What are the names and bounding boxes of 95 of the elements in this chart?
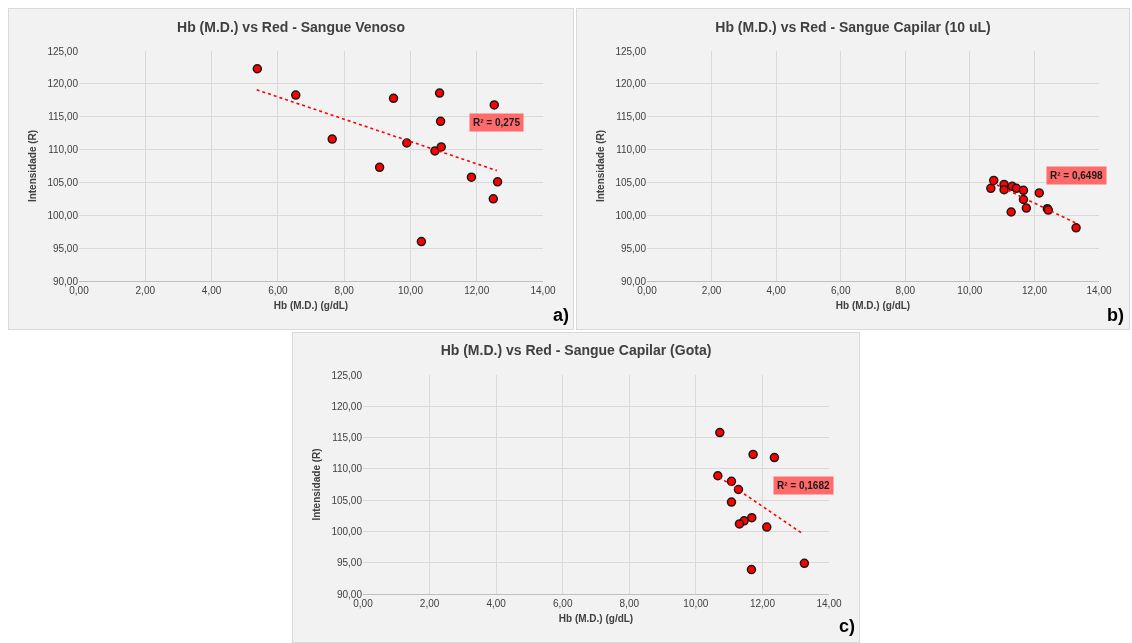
y-tick-label: 110,00 bbox=[332, 463, 363, 475]
annotation: R² = 0,275 bbox=[473, 117, 521, 128]
x-tick-label: 6,00 bbox=[552, 598, 573, 609]
x-tick-label: 4,00 bbox=[766, 285, 787, 296]
point bbox=[726, 476, 737, 487]
y-tick-label: 95,00 bbox=[620, 242, 647, 254]
point bbox=[291, 90, 301, 100]
point bbox=[436, 142, 446, 152]
point bbox=[748, 449, 758, 460]
x-tick-label: 14,00 bbox=[1086, 285, 1112, 296]
y-tick-label: 100,00 bbox=[331, 525, 363, 537]
x-tick-label: 0,00 bbox=[69, 285, 90, 296]
x-tick-label: 6,00 bbox=[830, 285, 851, 296]
point bbox=[1018, 185, 1029, 196]
x-tick-label: 10,00 bbox=[957, 285, 983, 296]
point bbox=[747, 512, 757, 523]
point bbox=[986, 183, 996, 194]
x-tick-label: 4,00 bbox=[486, 598, 507, 609]
point bbox=[1034, 188, 1045, 198]
point bbox=[492, 177, 503, 187]
y-tick-label: 105,00 bbox=[331, 494, 363, 506]
annotation: R² = 0,6498 bbox=[1050, 170, 1103, 181]
point bbox=[769, 452, 780, 463]
point bbox=[989, 175, 999, 186]
x-tick-label: 10,00 bbox=[397, 285, 424, 296]
point bbox=[713, 470, 723, 481]
point bbox=[434, 88, 445, 98]
point bbox=[252, 63, 263, 74]
y-tick-label: 110,00 bbox=[616, 144, 647, 156]
x-axis-title: Hb (M.D.) (g/dL) bbox=[835, 299, 911, 311]
y-axis-title: Intensidade (R) bbox=[27, 129, 39, 203]
x-tick-label: 2,00 bbox=[135, 285, 156, 296]
y-tick-label: 125,00 bbox=[615, 45, 647, 57]
point bbox=[327, 134, 337, 144]
y-tick-label: 100,00 bbox=[47, 209, 79, 221]
y-tick-label: 100,00 bbox=[615, 209, 647, 221]
x-tick-label: 2,00 bbox=[701, 285, 722, 296]
x-tick-label: 0,00 bbox=[637, 285, 658, 296]
point bbox=[715, 427, 725, 438]
y-tick-label: 115,00 bbox=[332, 432, 363, 444]
point bbox=[1006, 207, 1016, 217]
point bbox=[734, 519, 745, 529]
y-tick-label: 90,00 bbox=[620, 275, 647, 287]
point bbox=[388, 93, 399, 104]
text: a) bbox=[553, 305, 570, 325]
y-tick-label: 125,00 bbox=[47, 45, 79, 57]
point bbox=[799, 558, 810, 569]
y-tick-label: 95,00 bbox=[336, 557, 363, 569]
y-tick-label: 115,00 bbox=[616, 111, 647, 123]
x-tick-label: 0,00 bbox=[353, 598, 374, 609]
point bbox=[466, 172, 477, 182]
point bbox=[435, 116, 446, 127]
chart-title: Hb (M.D.) vs Red - Sangue Capilar (Gota) bbox=[440, 342, 712, 359]
y-tick-label: 120,00 bbox=[331, 400, 363, 412]
y-tick-label: 90,00 bbox=[52, 275, 79, 287]
y-axis-title: Intensidade (R) bbox=[311, 448, 323, 521]
y-tick-label: 120,00 bbox=[47, 78, 79, 90]
y-tick-label: 105,00 bbox=[615, 176, 647, 188]
x-tick-label: 8,00 bbox=[334, 285, 355, 296]
y-tick-label: 105,00 bbox=[47, 176, 79, 188]
y-tick-label: 90,00 bbox=[336, 588, 363, 600]
x-tick-label: 12,00 bbox=[464, 285, 490, 296]
chart-title: Hb (M.D.) vs Red - Sangue Venoso bbox=[177, 18, 405, 35]
point bbox=[746, 564, 757, 575]
text: c) bbox=[839, 616, 856, 636]
point bbox=[489, 100, 500, 110]
y-tick-label: 95,00 bbox=[52, 242, 79, 254]
point bbox=[374, 162, 385, 173]
y-tick-label: 125,00 bbox=[331, 369, 363, 381]
point bbox=[488, 194, 499, 204]
y-tick-label: 115,00 bbox=[48, 111, 79, 123]
point bbox=[762, 522, 772, 532]
x-tick-label: 2,00 bbox=[419, 598, 440, 609]
point bbox=[416, 236, 427, 247]
x-tick-label: 8,00 bbox=[619, 598, 640, 609]
point bbox=[1021, 203, 1032, 213]
x-tick-label: 14,00 bbox=[816, 598, 842, 609]
x-tick-label: 6,00 bbox=[268, 285, 289, 296]
x-tick-label: 14,00 bbox=[530, 285, 556, 296]
y-tick-label: 120,00 bbox=[615, 78, 647, 90]
x-axis-title: Hb (M.D.) (g/dL) bbox=[558, 612, 634, 624]
x-tick-label: 4,00 bbox=[201, 285, 222, 296]
x-axis-title: Hb (M.D.) (g/dL) bbox=[273, 299, 349, 311]
x-tick-label: 12,00 bbox=[749, 598, 776, 609]
text: b) bbox=[1107, 305, 1124, 325]
y-tick-label: 110,00 bbox=[48, 144, 79, 156]
point bbox=[1071, 223, 1081, 233]
x-tick-label: 10,00 bbox=[683, 598, 709, 609]
annotation: R² = 0,1682 bbox=[777, 480, 830, 491]
x-tick-label: 12,00 bbox=[1021, 285, 1048, 296]
point bbox=[402, 138, 412, 148]
chart-title: Hb (M.D.) vs Red - Sangue Capilar (10 uL) bbox=[715, 18, 991, 35]
x-tick-label: 8,00 bbox=[895, 285, 916, 296]
y-axis-title: Intensidade (R) bbox=[595, 129, 607, 203]
point bbox=[726, 497, 737, 507]
